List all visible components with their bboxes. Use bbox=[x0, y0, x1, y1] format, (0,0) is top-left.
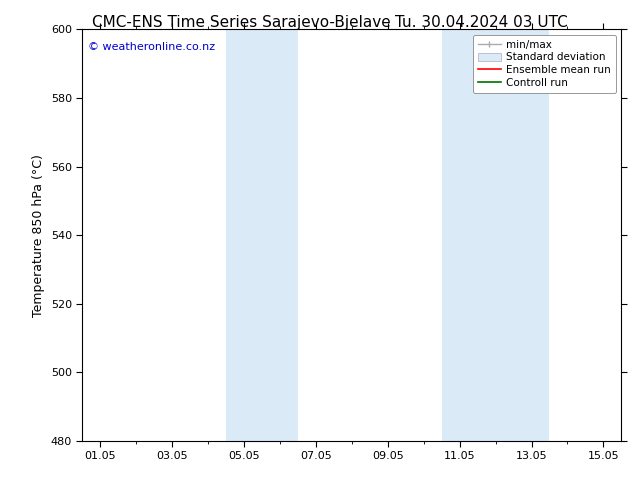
Bar bbox=[226, 29, 298, 441]
Legend: min/max, Standard deviation, Ensemble mean run, Controll run: min/max, Standard deviation, Ensemble me… bbox=[473, 35, 616, 93]
Bar bbox=[442, 29, 550, 441]
Text: CMC-ENS Time Series Sarajevo-Bjelave: CMC-ENS Time Series Sarajevo-Bjelave bbox=[91, 15, 391, 30]
Title: CMC-ENS Time Series Sarajevo-Bjelave     Tu. 30.04.2024 03 UTC: CMC-ENS Time Series Sarajevo-Bjelave Tu.… bbox=[0, 489, 1, 490]
Y-axis label: Temperature 850 hPa (°C): Temperature 850 hPa (°C) bbox=[32, 154, 45, 317]
Text: Tu. 30.04.2024 03 UTC: Tu. 30.04.2024 03 UTC bbox=[396, 15, 568, 30]
Text: © weatheronline.co.nz: © weatheronline.co.nz bbox=[87, 42, 215, 52]
